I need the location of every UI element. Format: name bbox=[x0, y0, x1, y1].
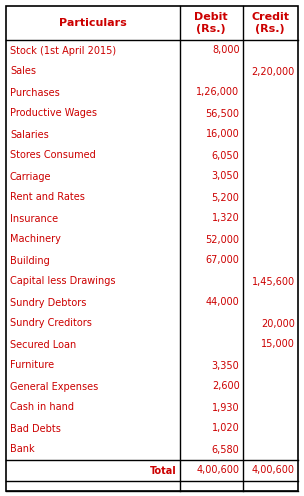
Text: Purchases: Purchases bbox=[10, 87, 60, 98]
Text: 8,000: 8,000 bbox=[212, 46, 240, 56]
Text: Sundry Debtors: Sundry Debtors bbox=[10, 298, 86, 308]
Text: 1,45,600: 1,45,600 bbox=[252, 276, 295, 287]
Text: General Expenses: General Expenses bbox=[10, 381, 98, 391]
Text: 1,320: 1,320 bbox=[212, 213, 240, 224]
Text: Capital less Drawings: Capital less Drawings bbox=[10, 276, 116, 287]
Text: 6,580: 6,580 bbox=[212, 444, 240, 454]
Text: 15,000: 15,000 bbox=[261, 339, 295, 350]
Text: 4,00,600: 4,00,600 bbox=[252, 466, 295, 476]
Text: Total: Total bbox=[150, 466, 177, 476]
Text: Credit
(Rs.): Credit (Rs.) bbox=[251, 12, 289, 34]
Text: 52,000: 52,000 bbox=[206, 235, 240, 245]
Text: Sales: Sales bbox=[10, 66, 36, 76]
Text: 1,930: 1,930 bbox=[212, 402, 240, 413]
Text: Cash in hand: Cash in hand bbox=[10, 402, 74, 413]
Text: 56,500: 56,500 bbox=[206, 109, 240, 119]
Text: 2,20,000: 2,20,000 bbox=[252, 66, 295, 76]
Text: Secured Loan: Secured Loan bbox=[10, 339, 76, 350]
Text: 5,200: 5,200 bbox=[212, 192, 240, 202]
Text: 2,600: 2,600 bbox=[212, 381, 240, 391]
Text: 67,000: 67,000 bbox=[206, 255, 240, 265]
Text: Stock (1st April 2015): Stock (1st April 2015) bbox=[10, 46, 116, 56]
Text: Machinery: Machinery bbox=[10, 235, 61, 245]
Text: Carriage: Carriage bbox=[10, 172, 51, 182]
Text: 3,350: 3,350 bbox=[212, 361, 240, 371]
Text: Debit
(Rs.): Debit (Rs.) bbox=[194, 12, 228, 34]
Text: 6,050: 6,050 bbox=[212, 150, 240, 161]
Text: Particulars: Particulars bbox=[59, 18, 127, 28]
Text: Insurance: Insurance bbox=[10, 213, 58, 224]
Text: Building: Building bbox=[10, 255, 50, 265]
Text: Rent and Rates: Rent and Rates bbox=[10, 192, 85, 202]
Text: 44,000: 44,000 bbox=[206, 298, 240, 308]
Text: 1,26,000: 1,26,000 bbox=[196, 87, 240, 98]
Text: 3,050: 3,050 bbox=[212, 172, 240, 182]
Text: Furniture: Furniture bbox=[10, 361, 54, 371]
Text: Productive Wages: Productive Wages bbox=[10, 109, 97, 119]
Text: 4,00,600: 4,00,600 bbox=[196, 466, 240, 476]
Text: 16,000: 16,000 bbox=[206, 129, 240, 139]
Text: 1,020: 1,020 bbox=[212, 424, 240, 434]
Text: Salaries: Salaries bbox=[10, 129, 49, 139]
Text: 20,000: 20,000 bbox=[261, 318, 295, 328]
Text: Bank: Bank bbox=[10, 444, 35, 454]
Text: Bad Debts: Bad Debts bbox=[10, 424, 61, 434]
Text: Stores Consumed: Stores Consumed bbox=[10, 150, 96, 161]
Text: Sundry Creditors: Sundry Creditors bbox=[10, 318, 92, 328]
